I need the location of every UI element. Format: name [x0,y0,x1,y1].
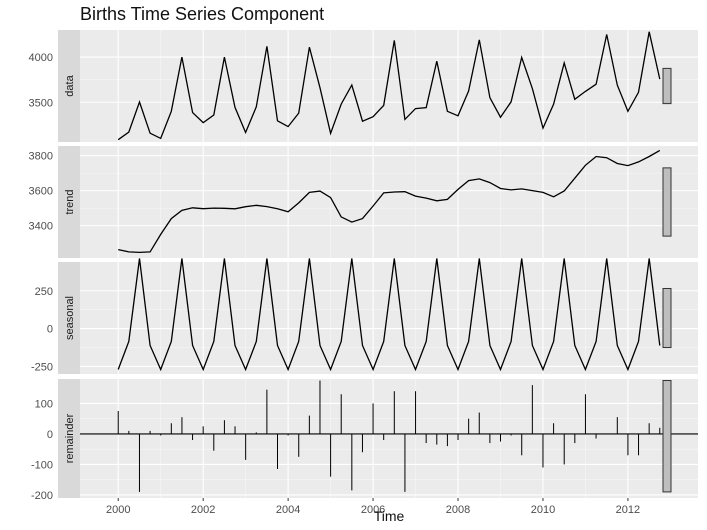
panel-trend: 3400 3600 3800 trend [29,146,698,258]
panel-seasonal: -250 0 250 seasonal [31,258,698,374]
scale-bar [662,167,672,237]
series-line-trend [118,149,661,254]
y-tick-label: 3600 [29,186,53,198]
x-tick-label: 2002 [191,504,215,516]
y-tick-label: -200 [31,490,53,502]
panel-remainder: -200 -100 0 100 remainder [31,379,698,502]
x-tick-label: 2006 [361,504,385,516]
panel-strip [58,146,80,258]
x-tick-label: 2000 [106,504,130,516]
y-tick-label: -100 [31,459,53,471]
y-tick-label: 0 [47,324,53,336]
x-axis-label: Time [374,508,405,524]
panel-strip-label: remainder [64,413,76,463]
panel-strip [58,30,80,142]
chart-title: Births Time Series Component [80,4,325,24]
panel-background [80,379,698,498]
y-tick-label: 3500 [29,97,53,109]
y-tick-label: 0 [47,429,53,441]
x-tick-label: 2004 [276,504,300,516]
panel-background [80,30,698,142]
x-tick-label: 2012 [616,504,640,516]
series-line-data [117,31,661,141]
y-tick-label: 250 [35,286,53,298]
scale-bar [662,380,672,493]
panel-strip-label: seasonal [64,296,76,340]
x-tick-label: 2008 [446,504,470,516]
panel-background [80,262,698,374]
panel-background [80,146,698,258]
y-tick-label: 3800 [29,151,53,163]
x-tick-label: 2010 [531,504,555,516]
scale-bar [662,67,672,105]
y-tick-label: 100 [35,398,53,410]
panel-data: 3500 4000 data [29,30,698,142]
panel-strip [58,379,80,498]
panel-strip [58,262,80,374]
y-tick-label: -250 [31,361,53,373]
y-tick-label: 4000 [29,52,53,64]
panel-strip-label: data [64,74,76,96]
panel-strip-label: trend [64,189,76,214]
y-tick-label: 3400 [29,221,53,233]
scale-bar [662,287,672,349]
series-line-seasonal [117,258,661,372]
